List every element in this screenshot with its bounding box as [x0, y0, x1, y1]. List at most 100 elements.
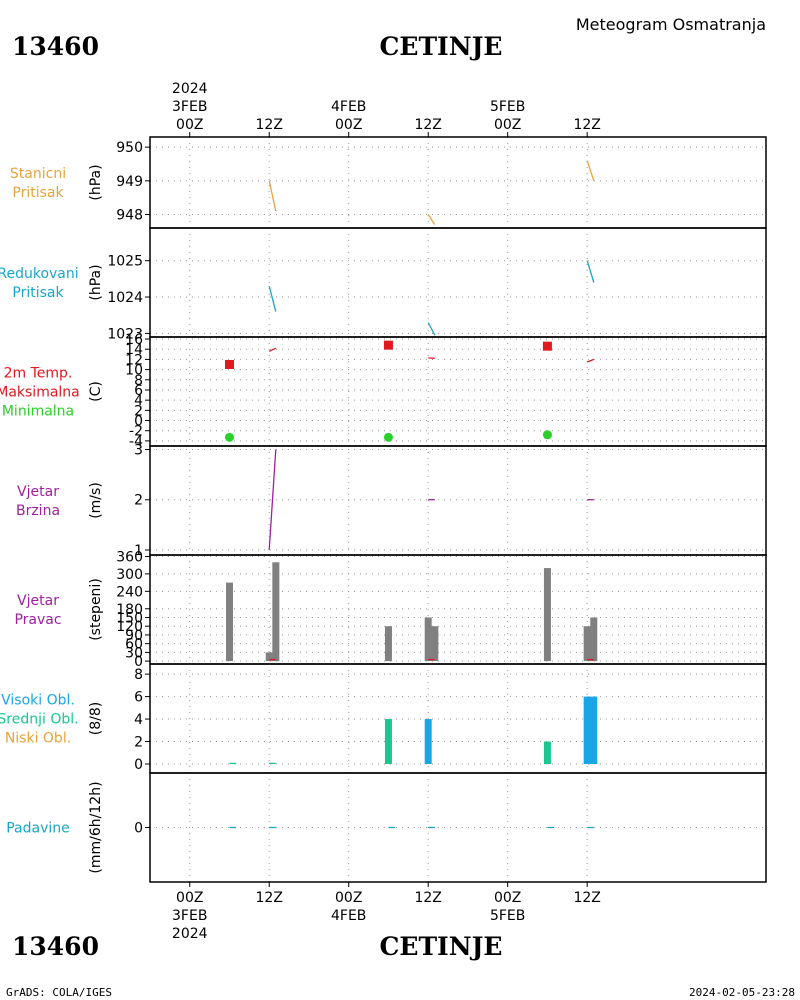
bar [424, 617, 432, 662]
panel-label: Visoki Obl. [1, 693, 75, 709]
bar [225, 582, 233, 662]
y-tick-label: 8 [134, 373, 143, 389]
panel-label: Pritisak [12, 285, 64, 301]
series-line [427, 214, 436, 225]
panel-label: 2m Temp. [4, 366, 73, 382]
station-name-top: CETINJE [380, 32, 503, 61]
bar [384, 719, 392, 765]
tmax-marker [542, 341, 552, 351]
y-tick-label: 2 [134, 493, 143, 509]
series-line [586, 160, 595, 182]
bar [384, 626, 392, 662]
series-group [268, 160, 595, 225]
y-tick-label: 360 [116, 549, 143, 565]
panel-frame [149, 663, 767, 774]
panel-frame [149, 772, 767, 883]
tmin-marker [542, 430, 552, 440]
panel-label: Vjetar [17, 593, 59, 609]
y-tick-label: 16 [125, 332, 143, 348]
x-tick-label-top: 00Z [176, 117, 203, 133]
x-tick-label-bottom: 3FEB [172, 908, 207, 924]
y-tick-label: 1 [134, 543, 143, 559]
series-line [428, 357, 435, 360]
x-axis-top: 2024 3FEB 00Z 12Z 4FEB 00Z 12Z 5FEB 00Z 12Z [172, 81, 601, 137]
station-id-top: 13460 [12, 32, 99, 61]
y-tick-label: 1024 [107, 290, 143, 306]
bar [272, 562, 280, 662]
bar [543, 568, 551, 662]
panel-precipitation: 0 Padavine (mm/6h/12h) [6, 772, 767, 883]
unit-label: (stepeni) [88, 578, 104, 641]
bar [590, 617, 598, 662]
y-tick-label: 240 [116, 584, 143, 600]
x-tick-label-top: 2024 [172, 81, 208, 97]
y-tick-label: 2 [134, 735, 143, 751]
y-tick-label: 300 [116, 567, 143, 583]
panel-label: Pravac [14, 612, 61, 628]
x-tick-label-top: 00Z [335, 117, 362, 133]
tmin-marker [224, 432, 234, 442]
y-tick-label: 90 [125, 628, 143, 644]
y-tick-label: 0 [134, 414, 143, 430]
y-tick-label: 0 [134, 821, 143, 837]
x-tick-label-top: 12Z [414, 117, 441, 133]
x-tick-label-top: 12Z [573, 117, 600, 133]
x-tick-label-top: 5FEB [490, 99, 525, 115]
bar [590, 696, 598, 765]
x-tick-label-bottom: 4FEB [331, 908, 366, 924]
panel-clouds: 0 2 4 6 8 Visoki Obl. Srednji Obl. Niski Obl. (8… [0, 663, 767, 774]
bar [543, 741, 551, 765]
panel-wind_speed: 1 2 3 Vjetar Brzina (m/s) [16, 443, 767, 559]
series-line [268, 180, 277, 212]
y-tick-label: 1023 [107, 326, 143, 342]
station-name-bottom: CETINJE [380, 932, 503, 961]
unit-label: (hPa) [88, 264, 104, 300]
series-group [268, 449, 594, 551]
product-title: Meteogram Osmatranja [576, 15, 766, 34]
panel-label: Minimalna [2, 404, 74, 420]
unit-label: (mm/6h/12h) [88, 781, 104, 873]
y-tick-label: 60 [125, 637, 143, 653]
panel-frame [149, 554, 767, 665]
y-tick-label: -2 [129, 424, 143, 440]
panel-label: Padavine [6, 821, 70, 837]
y-tick-label: 4 [134, 712, 143, 728]
y-tick-label: 30 [125, 645, 143, 661]
bar [265, 652, 273, 662]
x-tick-label-bottom: 00Z [176, 890, 203, 906]
y-tick-label: 950 [116, 140, 143, 156]
x-tick-label-top: 00Z [494, 117, 521, 133]
series-group [224, 340, 595, 442]
x-tick-label-bottom: 2024 [172, 926, 208, 942]
panel-label: Brzina [16, 503, 60, 519]
bar [424, 719, 432, 765]
panel-label: Niski Obl. [5, 731, 71, 747]
series-line [268, 449, 277, 551]
y-tick-label: 6 [134, 383, 143, 399]
x-tick-label-top: 12Z [256, 117, 283, 133]
series-line [268, 347, 277, 352]
bar [431, 626, 439, 662]
y-tick-label: -4 [129, 434, 143, 450]
y-tick-label: 180 [116, 602, 143, 618]
panel-label: Stanicni [10, 166, 66, 182]
y-tick-label: 150 [116, 610, 143, 626]
y-tick-label: 6 [134, 690, 143, 706]
panel-reduced_pressure: 1023 1024 1025 Redukovani Pritisak (hPa) [0, 227, 767, 342]
y-tick-label: 120 [116, 619, 143, 635]
bar [583, 696, 591, 765]
y-tick-label: 2 [134, 403, 143, 419]
y-tick-label: 14 [125, 342, 143, 358]
series-group [268, 260, 595, 336]
y-tick-label: 948 [116, 208, 143, 224]
x-tick-label-bottom: 5FEB [490, 908, 525, 924]
series-line [427, 322, 436, 336]
x-tick-label-top: 4FEB [331, 99, 366, 115]
unit-label: (8/8) [88, 702, 104, 735]
x-axis-bottom: 00Z 3FEB 2024 12Z 00Z 4FEB 12Z 00Z 5FEB 12Z [172, 882, 601, 942]
tmax-marker [383, 340, 393, 350]
panel-label: Redukovani [0, 266, 79, 282]
